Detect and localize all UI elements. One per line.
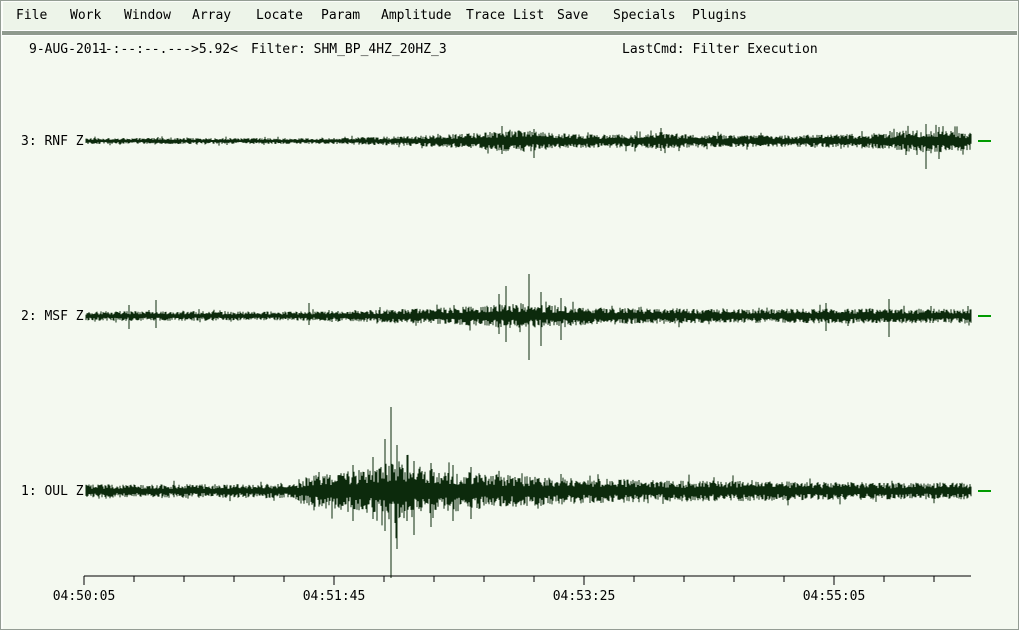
- trace-waveform-rnf-z[interactable]: [85, 124, 972, 169]
- status-date: 9-AUG-2011: [29, 42, 108, 57]
- menu-bar: File Work Window Array Locate Param Ampl…: [3, 2, 1017, 30]
- menu-amplitude[interactable]: Amplitude: [381, 8, 452, 23]
- status-magnitude: >5.92<: [191, 42, 238, 57]
- status-time: --:--:--.---: [97, 42, 191, 57]
- trace-label-rnf: 3: RNF Z: [21, 134, 84, 149]
- menu-array[interactable]: Array: [192, 8, 232, 23]
- time-axis: [83, 575, 971, 585]
- menu-plugins[interactable]: Plugins: [692, 8, 747, 23]
- time-tick-label-1: 04:51:45: [303, 589, 366, 604]
- trace-label-msf: 2: MSF Z: [21, 309, 84, 324]
- status-bar: 9-AUG-2011 --:--:--.--- >5.92< Filter: S…: [1, 41, 1018, 59]
- trace-waveform-msf-z[interactable]: [85, 274, 972, 360]
- menu-param[interactable]: Param: [321, 8, 361, 23]
- time-tick-label-2: 04:53:25: [553, 589, 616, 604]
- menu-file[interactable]: File: [16, 8, 48, 23]
- time-tick-label-0: 04:50:05: [53, 589, 116, 604]
- menu-locate[interactable]: Locate: [256, 8, 303, 23]
- trace-waveform-oul-z[interactable]: [85, 407, 972, 578]
- menu-save[interactable]: Save: [557, 8, 589, 23]
- time-tick-label-3: 04:55:05: [803, 589, 866, 604]
- menu-specials[interactable]: Specials: [613, 8, 676, 23]
- menu-separator: [2, 30, 1017, 36]
- status-last-cmd: LastCmd: Filter Execution: [622, 42, 818, 57]
- menu-work[interactable]: Work: [70, 8, 102, 23]
- menu-window[interactable]: Window: [124, 8, 171, 23]
- status-filter: Filter: SHM_BP_4HZ_20HZ_3: [251, 42, 447, 57]
- menu-trace-list[interactable]: Trace List: [466, 8, 545, 23]
- trace-label-oul: 1: OUL Z: [21, 484, 84, 499]
